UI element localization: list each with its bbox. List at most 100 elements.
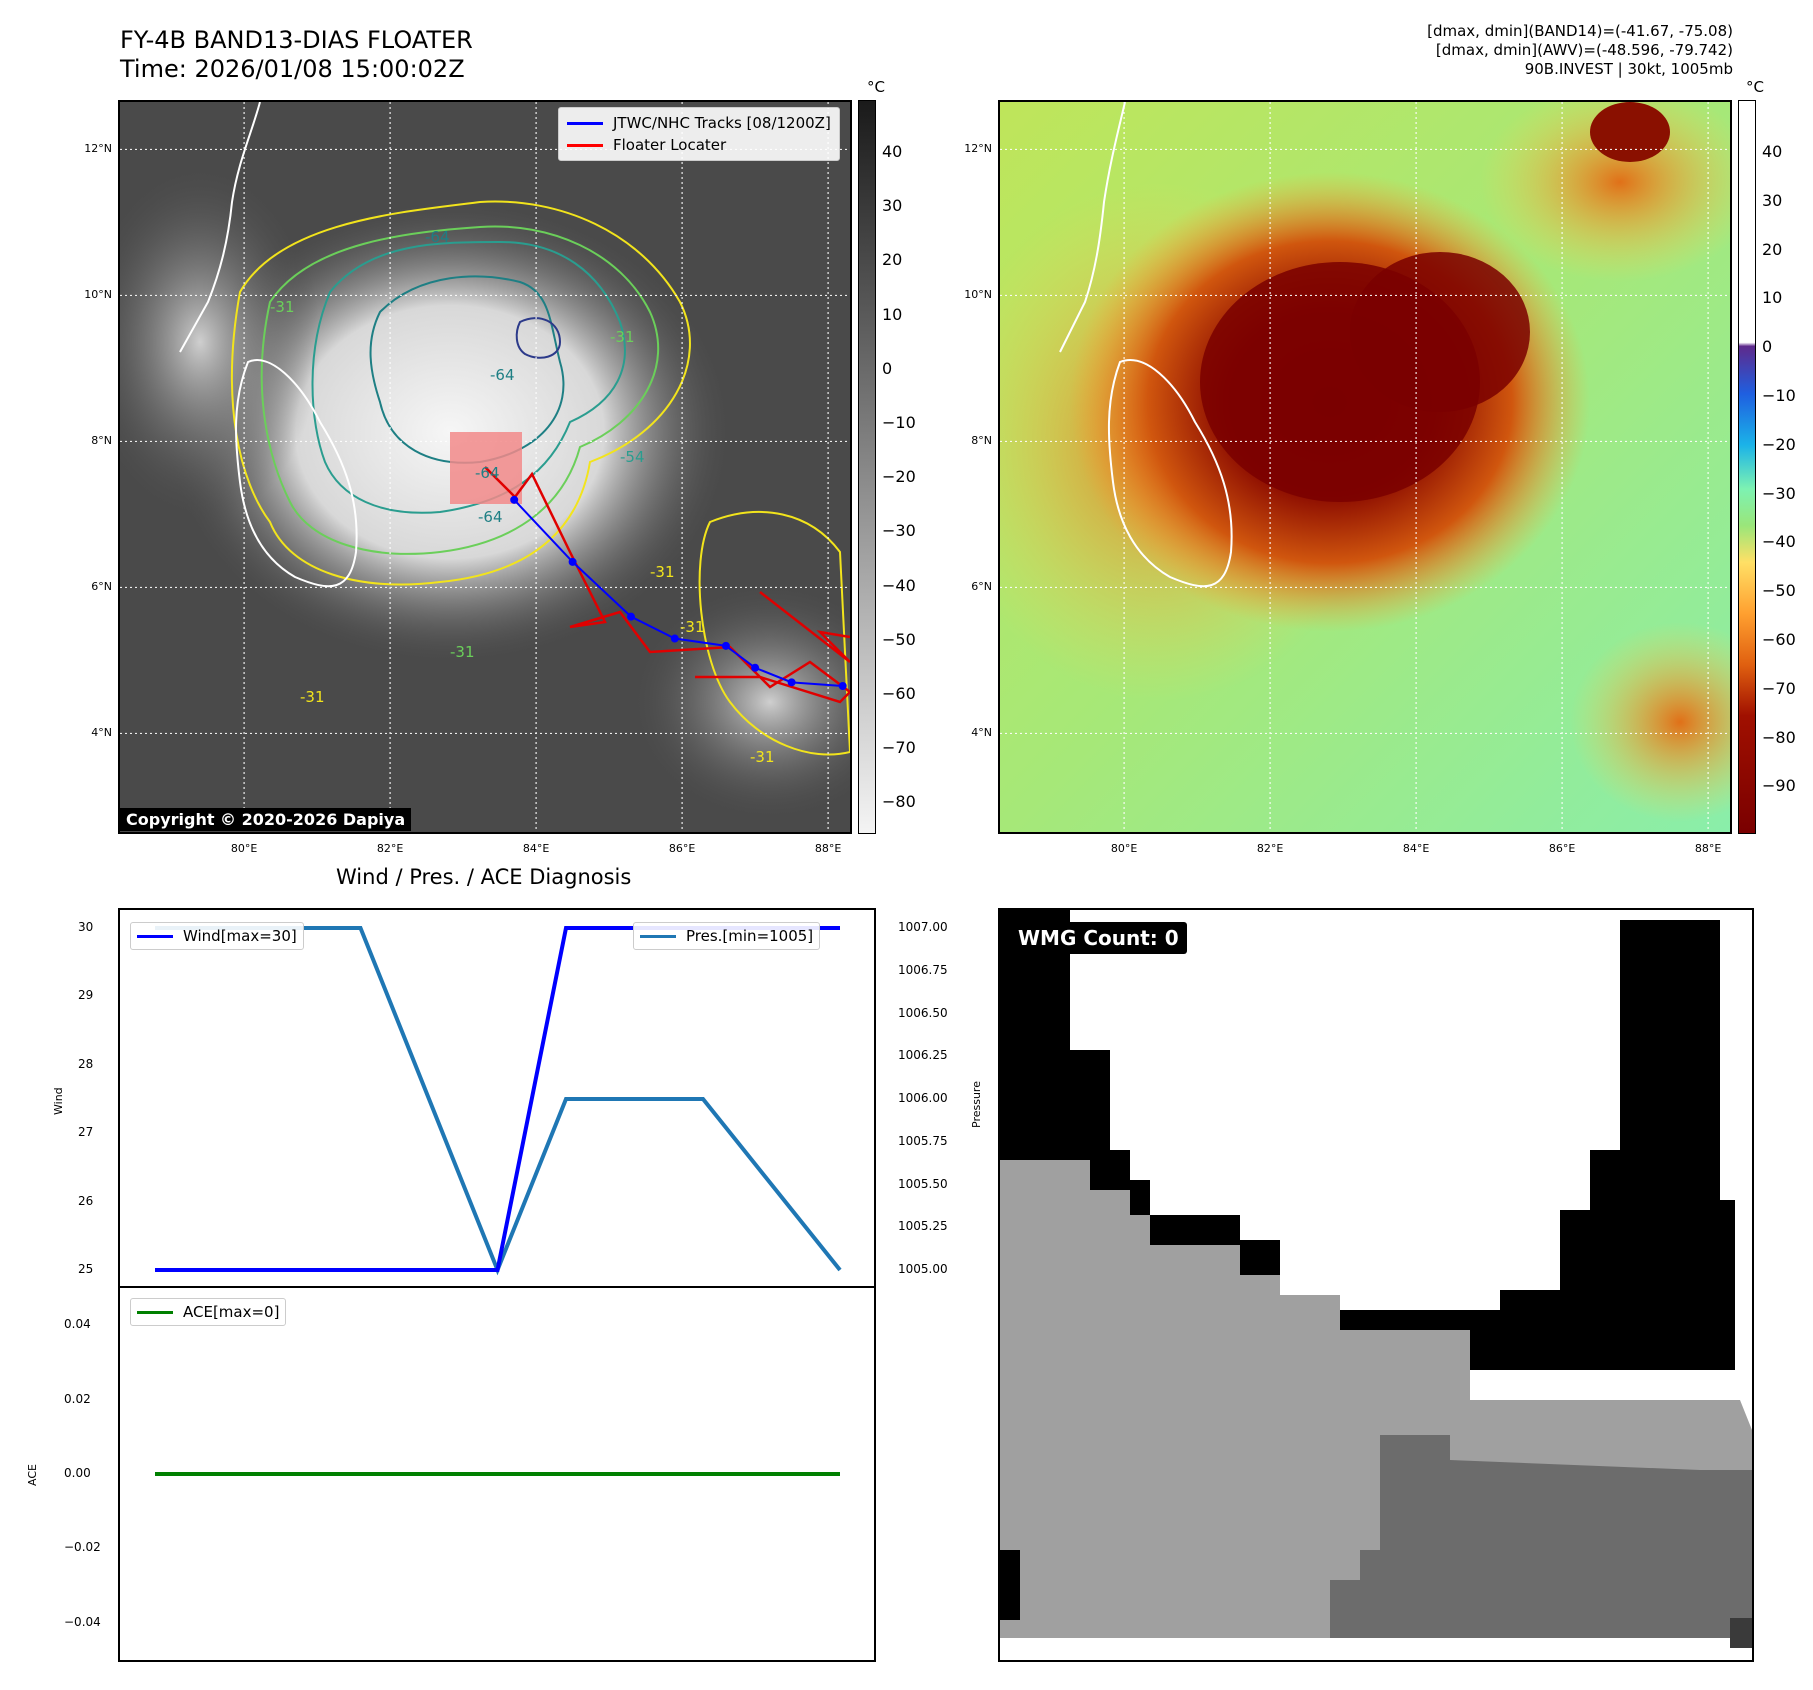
colorbar-left-tick: −30	[882, 521, 916, 541]
lon-label: 82°E	[376, 842, 404, 855]
pres-legend-row: Pres.[min=1005]	[640, 925, 813, 947]
wmg-black-bottom-left	[1000, 1550, 1020, 1620]
pres-tick: 1005.00	[898, 1262, 948, 1276]
contour-label: -31	[610, 328, 635, 346]
contour-yellow-se	[698, 511, 850, 756]
colorbar-right-tick: −30	[1762, 483, 1796, 503]
floater-locater-path	[484, 466, 850, 704]
cloud-mass-se	[630, 582, 850, 822]
ir-map-svg: -64 -64 -64 -64 -31 -31 -31 -31 -31 -31 -31 -54	[120, 102, 850, 832]
wmg-panel	[998, 908, 1754, 1662]
wind-legend-row: Wind[max=30]	[137, 925, 297, 947]
pres-tick: 1006.50	[898, 1005, 948, 1020]
ace-panel	[118, 1286, 876, 1662]
wind-tick: 26	[78, 1193, 94, 1208]
wmg-dark-region	[1330, 1435, 1752, 1660]
pressure-axis-label: Pressure	[970, 1081, 983, 1128]
wmg-dark-bottom-right	[1730, 1618, 1752, 1648]
legend-label-floater: Floater Locater	[613, 136, 727, 154]
pres-tick: 1006.00	[898, 1091, 948, 1105]
contour-yellow-outer	[231, 200, 691, 586]
colorbar-right	[1738, 100, 1756, 834]
track-point	[568, 557, 577, 566]
diagnosis-title: Wind / Pres. / ACE Diagnosis	[336, 865, 632, 889]
jtwc-track	[510, 495, 847, 690]
colorbar-left-tick: −80	[882, 792, 916, 812]
ir-gridlines	[120, 102, 850, 832]
lon-label: 88°E	[814, 842, 842, 855]
colorbar-right-tick: −20	[1762, 434, 1796, 454]
wind-line	[155, 926, 840, 1272]
contour-label: -31	[270, 298, 295, 316]
title-line-1: FY-4B BAND13-DIAS FLOATER	[120, 26, 473, 54]
colorbar-left-tick: 40	[882, 142, 903, 161]
wmg-svg	[1000, 910, 1752, 1660]
pres-legend-label: Pres.[min=1005]	[686, 927, 814, 945]
wind-legend-swatch	[137, 934, 173, 938]
contour-label: -31	[750, 748, 775, 766]
colorbar-left-tick: −40	[882, 575, 916, 595]
lat-label: 4°N	[971, 726, 992, 740]
lon-label: 88°E	[1694, 842, 1722, 855]
pres-tick: 1007.00	[898, 920, 948, 934]
wmg-white-bottom	[1000, 1638, 1752, 1660]
lon-label: 86°E	[668, 842, 696, 855]
title-line-2: Time: 2026/01/08 15:00:02Z	[120, 55, 465, 83]
track-point	[670, 634, 679, 643]
contour-navy-core	[515, 317, 562, 359]
lat-label: 8°N	[91, 434, 112, 448]
wind-tick: 27	[78, 1125, 94, 1140]
figure-title: FY-4B BAND13-DIAS FLOATER Time: 2026/01/…	[120, 26, 473, 84]
colorbar-right-tick: −10	[1762, 386, 1796, 405]
wind-legend-label: Wind[max=30]	[183, 927, 297, 945]
lon-label: 82°E	[1256, 842, 1284, 855]
colorbar-right-tick: 20	[1762, 239, 1783, 259]
contour-label: -64	[425, 228, 450, 246]
colorbar-left-tick: −10	[882, 413, 916, 432]
awv-coastline-srilanka	[1107, 359, 1233, 588]
colorbar-left-tick: −50	[882, 629, 916, 649]
lat-label: 12°N	[964, 142, 992, 156]
awv-orange-ne	[1480, 102, 1730, 282]
contour-label: -54	[620, 448, 645, 466]
copyright-badge: Copyright © 2020-2026 Dapiya	[120, 808, 412, 831]
colorbar-left-tick: −20	[882, 467, 916, 487]
pres-tick: 1005.25	[898, 1219, 948, 1234]
wind-tick: 29	[78, 988, 94, 1003]
ace-legend-row: ACE[max=0]	[137, 1301, 279, 1323]
pres-tick: 1006.25	[898, 1048, 948, 1063]
colorbar-left-tick: −70	[882, 738, 916, 758]
ace-legend-swatch	[137, 1310, 173, 1314]
colorbar-right-tick: −40	[1762, 532, 1796, 552]
wind-axis-label: Wind	[52, 1087, 65, 1115]
wind-pres-svg	[155, 926, 842, 1276]
legend-row-floater: Floater Locater	[567, 134, 831, 156]
awv-core-ne	[1350, 252, 1530, 412]
lon-label: 80°E	[1110, 842, 1138, 855]
pres-tick: 1005.75	[898, 1133, 948, 1148]
pres-tick: 1006.75	[898, 962, 948, 977]
colorbar-left-tick: 10	[882, 304, 903, 324]
floater-locater-branch	[759, 591, 850, 663]
track-point	[721, 641, 730, 650]
colorbar-left	[858, 100, 876, 834]
lat-label: 8°N	[971, 434, 992, 448]
wind-legend: Wind[max=30]	[130, 922, 304, 950]
lon-label: 84°E	[522, 842, 550, 855]
contour-label: -64	[475, 464, 500, 482]
awv-map-panel	[998, 100, 1732, 834]
contour-label: -64	[490, 366, 515, 384]
ace-tick: −0.02	[64, 1540, 101, 1555]
contour-label: -31	[650, 563, 675, 581]
info-line-3: 90B.INVEST | 30kt, 1005mb	[1524, 60, 1733, 78]
colorbar-right-unit: °C	[1746, 78, 1764, 96]
lon-label: 80°E	[230, 842, 258, 855]
contour-label: -31	[450, 643, 475, 661]
pres-legend: Pres.[min=1005]	[633, 922, 821, 950]
colorbar-left-tick: 20	[882, 250, 903, 270]
cloud-mass-w	[120, 162, 320, 522]
info-line-1: [dmax, dmin](BAND14)=(-41.67, -75.08)	[1427, 22, 1733, 40]
wmg-count-badge: WMG Count: 0	[1010, 922, 1187, 954]
colorbar-right-tick: −90	[1762, 776, 1796, 796]
lat-label: 10°N	[964, 288, 992, 302]
